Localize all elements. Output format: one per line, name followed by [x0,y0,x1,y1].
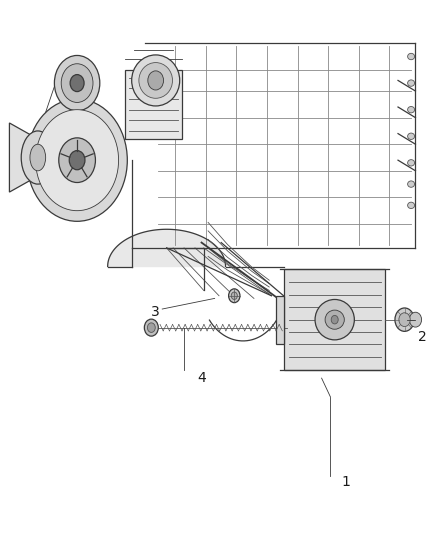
Ellipse shape [231,292,237,300]
Polygon shape [276,296,285,344]
Ellipse shape [59,138,95,182]
Ellipse shape [408,133,415,140]
Ellipse shape [408,202,415,208]
Polygon shape [108,229,226,266]
Ellipse shape [325,310,344,329]
Polygon shape [285,269,385,370]
Ellipse shape [148,323,155,333]
Ellipse shape [21,131,54,184]
Ellipse shape [399,313,410,327]
Ellipse shape [331,316,338,324]
Ellipse shape [229,289,240,303]
Text: 1: 1 [341,475,350,489]
Ellipse shape [408,181,415,187]
Polygon shape [125,70,182,139]
Polygon shape [10,123,38,192]
Ellipse shape [132,55,180,106]
Ellipse shape [408,160,415,166]
Ellipse shape [69,151,85,169]
Ellipse shape [410,312,422,327]
Ellipse shape [54,55,100,111]
Text: 4: 4 [197,371,206,385]
Ellipse shape [30,144,46,171]
Ellipse shape [61,64,93,102]
Ellipse shape [148,71,163,90]
Text: 3: 3 [151,305,160,319]
Ellipse shape [70,75,84,92]
Ellipse shape [35,110,119,211]
Ellipse shape [27,99,127,221]
Ellipse shape [139,62,173,98]
Ellipse shape [395,308,414,332]
Ellipse shape [145,319,158,336]
Ellipse shape [408,53,415,60]
Ellipse shape [315,300,354,340]
Text: 2: 2 [418,330,427,344]
Ellipse shape [408,80,415,86]
Ellipse shape [408,107,415,113]
